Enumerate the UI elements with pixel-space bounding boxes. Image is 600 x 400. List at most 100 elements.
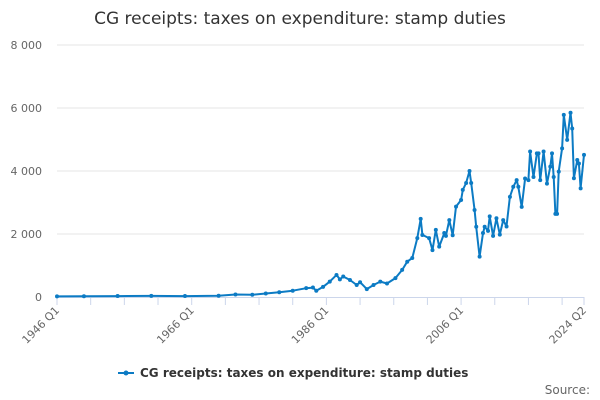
- chart-title: CG receipts: taxes on expenditure: stamp…: [94, 9, 506, 29]
- data-point[interactable]: [519, 204, 524, 209]
- data-point[interactable]: [314, 288, 319, 293]
- data-point[interactable]: [531, 174, 536, 179]
- data-point[interactable]: [321, 284, 326, 289]
- data-point[interactable]: [494, 216, 499, 221]
- data-point[interactable]: [358, 280, 363, 285]
- data-point[interactable]: [393, 276, 398, 281]
- data-point[interactable]: [454, 204, 459, 209]
- data-point[interactable]: [347, 277, 352, 282]
- data-point[interactable]: [464, 180, 469, 185]
- data-point[interactable]: [420, 232, 425, 237]
- data-point[interactable]: [570, 126, 575, 131]
- data-point[interactable]: [561, 112, 566, 117]
- data-point[interactable]: [418, 216, 423, 221]
- data-point[interactable]: [555, 211, 560, 216]
- data-point[interactable]: [337, 277, 342, 282]
- data-point[interactable]: [415, 236, 420, 241]
- data-point[interactable]: [526, 178, 531, 183]
- data-point[interactable]: [460, 187, 465, 192]
- data-point[interactable]: [277, 290, 282, 295]
- data-point[interactable]: [565, 137, 570, 142]
- data-point[interactable]: [550, 151, 555, 156]
- data-point[interactable]: [467, 169, 472, 173]
- x-tick-label: 1946 Q1: [20, 304, 63, 347]
- data-point[interactable]: [334, 272, 339, 277]
- data-point[interactable]: [538, 178, 543, 183]
- data-point[interactable]: [536, 151, 541, 156]
- data-point[interactable]: [410, 255, 415, 260]
- data-point[interactable]: [514, 178, 519, 183]
- x-tick-label: 2006 Q1: [424, 304, 467, 347]
- data-point[interactable]: [354, 283, 359, 288]
- legend-item[interactable]: CG receipts: taxes on expenditure: stamp…: [118, 366, 468, 380]
- x-tick-label: 2024 Q2: [547, 304, 590, 347]
- data-point[interactable]: [497, 232, 502, 237]
- data-point[interactable]: [548, 164, 553, 169]
- data-point[interactable]: [541, 149, 546, 154]
- data-point[interactable]: [427, 236, 432, 241]
- data-point[interactable]: [263, 291, 268, 296]
- y-tick-label: 0: [35, 291, 42, 304]
- data-point[interactable]: [400, 267, 405, 272]
- data-point[interactable]: [571, 176, 576, 181]
- data-point[interactable]: [450, 233, 455, 238]
- data-point[interactable]: [480, 231, 485, 236]
- data-point[interactable]: [578, 186, 583, 191]
- y-tick-label: 6 000: [11, 102, 43, 115]
- data-point[interactable]: [310, 285, 315, 290]
- data-point[interactable]: [477, 254, 482, 259]
- data-point[interactable]: [371, 283, 376, 288]
- data-point[interactable]: [582, 152, 586, 157]
- data-point[interactable]: [560, 146, 565, 151]
- data-point[interactable]: [378, 279, 383, 284]
- data-point[interactable]: [486, 228, 491, 233]
- data-point[interactable]: [511, 184, 516, 189]
- data-point[interactable]: [341, 274, 346, 279]
- y-tick-label: 4 000: [11, 165, 43, 178]
- data-point[interactable]: [575, 157, 580, 162]
- data-point[interactable]: [443, 233, 448, 238]
- data-point[interactable]: [437, 244, 442, 249]
- data-point[interactable]: [385, 281, 390, 286]
- data-point[interactable]: [55, 294, 59, 299]
- data-point[interactable]: [551, 174, 556, 179]
- data-point[interactable]: [576, 161, 581, 166]
- data-point[interactable]: [568, 110, 573, 115]
- data-point[interactable]: [81, 294, 86, 299]
- data-point[interactable]: [364, 287, 369, 292]
- data-point[interactable]: [459, 197, 464, 202]
- data-point[interactable]: [507, 194, 512, 199]
- x-tick-label: 1966 Q1: [154, 304, 197, 347]
- data-point[interactable]: [115, 294, 120, 299]
- data-point[interactable]: [528, 149, 533, 154]
- legend-label: CG receipts: taxes on expenditure: stamp…: [140, 366, 468, 380]
- data-point[interactable]: [482, 224, 487, 229]
- data-point[interactable]: [472, 208, 477, 213]
- data-point[interactable]: [504, 224, 509, 229]
- data-point[interactable]: [433, 227, 438, 232]
- data-point[interactable]: [491, 233, 496, 238]
- data-point[interactable]: [327, 279, 332, 284]
- data-point[interactable]: [304, 286, 309, 291]
- data-point[interactable]: [149, 293, 154, 298]
- data-point[interactable]: [250, 292, 255, 297]
- data-point[interactable]: [523, 176, 528, 181]
- data-point[interactable]: [474, 224, 479, 229]
- data-point[interactable]: [233, 292, 238, 297]
- data-point[interactable]: [487, 214, 492, 219]
- data-point[interactable]: [469, 180, 474, 185]
- data-point[interactable]: [556, 169, 561, 174]
- data-point[interactable]: [216, 293, 221, 298]
- data-point[interactable]: [182, 294, 187, 299]
- data-point[interactable]: [447, 218, 452, 223]
- data-point[interactable]: [544, 181, 549, 186]
- data-point[interactable]: [430, 248, 435, 253]
- data-point[interactable]: [516, 184, 521, 189]
- y-tick-label: 2 000: [11, 228, 43, 241]
- data-point[interactable]: [290, 288, 295, 293]
- data-point[interactable]: [405, 259, 410, 264]
- data-point[interactable]: [501, 218, 506, 223]
- x-tick-label: 1986 Q1: [289, 304, 332, 347]
